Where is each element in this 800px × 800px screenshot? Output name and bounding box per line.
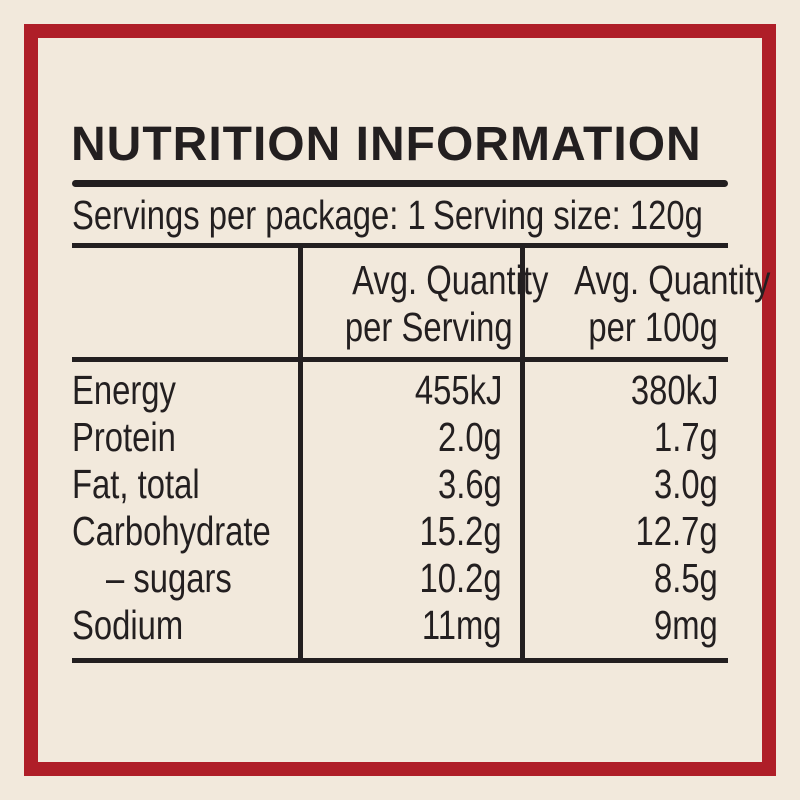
value-text: 455kJ (414, 367, 502, 413)
servings-per-package-text: Servings per package: 1 (72, 192, 514, 239)
energy-per-serving: 455kJ (303, 367, 502, 414)
table-body: Energy Protein Fat, total Carbohydrate –… (72, 362, 728, 658)
protein-per-serving: 2.0g (303, 414, 502, 461)
header-empty-cell (72, 248, 298, 362)
value-text: 15.2g (419, 508, 502, 554)
protein-per-100g: 1.7g (525, 414, 718, 461)
value-text: 380kJ (630, 367, 718, 413)
sodium-per-100g: 9mg (525, 602, 718, 649)
header-text: Avg. Quantity (352, 257, 549, 303)
header-text: per 100g (588, 304, 718, 350)
value-text: 1.7g (654, 414, 718, 460)
carbohydrate-per-100g: 12.7g (525, 508, 718, 555)
value-text: 12.7g (635, 508, 718, 554)
header-line: per Serving (303, 304, 513, 351)
red-border-frame (24, 24, 776, 776)
header-line: Avg. Quantity (525, 257, 770, 304)
fat-per-serving: 3.6g (303, 461, 502, 508)
nutrient-name-text: – sugars (106, 555, 232, 601)
value-text: 3.0g (654, 461, 718, 507)
value-text: 10.2g (419, 555, 502, 601)
carbohydrate-per-serving: 15.2g (303, 508, 502, 555)
nutrient-name-column: Energy Protein Fat, total Carbohydrate –… (72, 362, 298, 658)
header-avg-quantity-per-serving: Avg. Quantity per Serving (298, 248, 548, 362)
header-text: per Serving (344, 304, 513, 350)
nutrient-name-fat-total: Fat, total (72, 461, 298, 508)
energy-per-100g: 380kJ (525, 367, 718, 414)
header-line: per 100g (525, 304, 718, 351)
servings-per-package-value: Servings per package: 1 (72, 192, 426, 238)
serving-size-text: Serving size: 120g (433, 192, 770, 239)
sugars-per-100g: 8.5g (525, 555, 718, 602)
header-line: Avg. Quantity (303, 257, 548, 304)
nutrient-name-sugars: – sugars (72, 555, 298, 602)
per-100g-values-column: 380kJ 1.7g 3.0g 12.7g 8.5g 9mg (520, 362, 728, 658)
nutrient-name-text: Sodium (72, 602, 184, 648)
serving-size-value: Serving size: 120g (433, 192, 703, 238)
nutrition-table: Avg. Quantity per Serving Avg. Quantity … (72, 243, 770, 663)
nutrient-name-text: Carbohydrate (72, 508, 271, 554)
nutrient-name-text: Fat, total (72, 461, 200, 507)
per-serving-values-column: 455kJ 2.0g 3.6g 15.2g 10.2g 11mg (298, 362, 520, 658)
sugars-per-serving: 10.2g (303, 555, 502, 602)
value-text: 11mg (422, 602, 502, 648)
nutrient-name-carbohydrate: Carbohydrate (72, 508, 298, 555)
value-text: 3.6g (438, 461, 502, 507)
nutrient-name-text: Energy (72, 367, 176, 413)
nutrient-name-protein: Protein (72, 414, 298, 461)
value-text: 2.0g (438, 414, 502, 460)
sodium-per-serving: 11mg (303, 602, 502, 649)
table-header-row: Avg. Quantity per Serving Avg. Quantity … (72, 248, 770, 362)
value-text: 9mg (654, 602, 718, 648)
value-text: 8.5g (654, 555, 718, 601)
header-text: Avg. Quantity (574, 257, 771, 303)
nutrient-name-text: Protein (72, 414, 176, 460)
title-underline-rule (72, 180, 728, 187)
nutrient-name-energy: Energy (72, 367, 298, 414)
nutrition-information-title: NUTRITION INFORMATION (71, 118, 702, 171)
nutrient-name-sodium: Sodium (72, 602, 298, 649)
fat-per-100g: 3.0g (525, 461, 718, 508)
header-avg-quantity-per-100g: Avg. Quantity per 100g (520, 248, 770, 362)
